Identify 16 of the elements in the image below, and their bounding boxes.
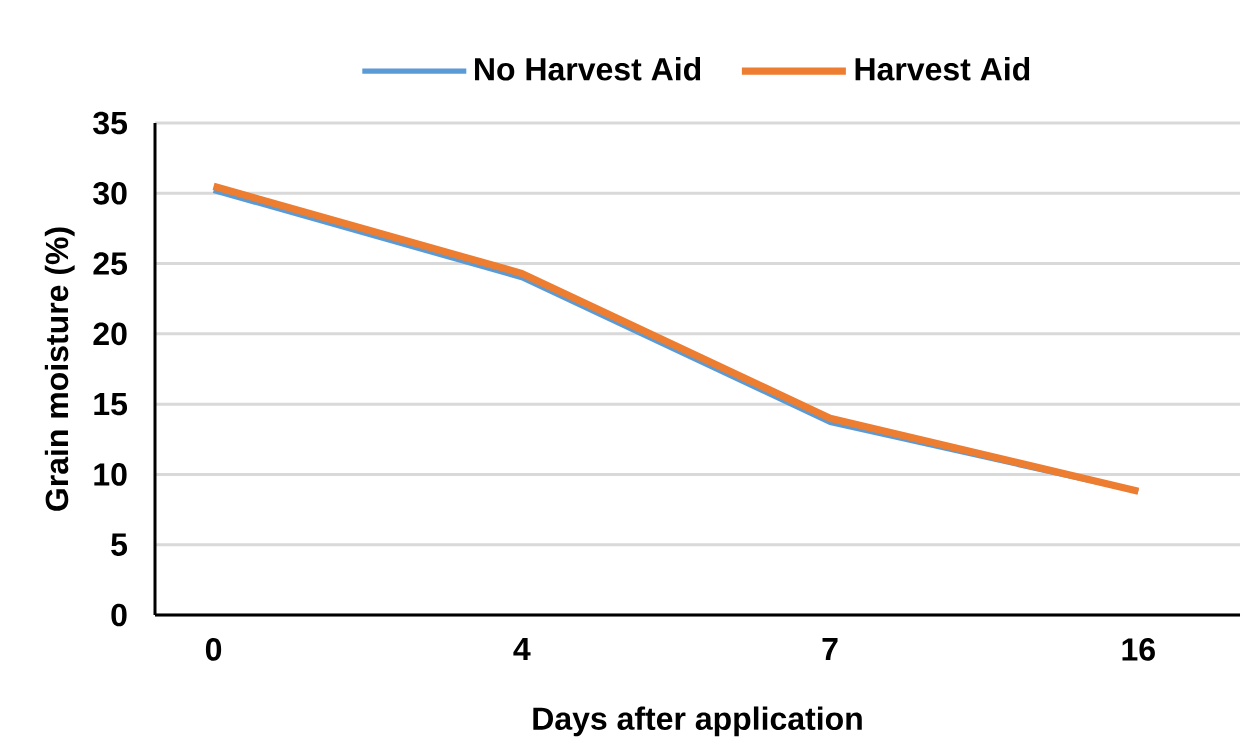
y-tick-label: 10 <box>94 463 127 486</box>
x-tick-label: 0 <box>205 638 222 661</box>
y-tick-label: 25 <box>93 252 128 275</box>
y-tick-label: 0 <box>111 603 127 627</box>
y-tick-label: 30 <box>93 181 127 205</box>
x-tick-label: 4 <box>513 638 531 661</box>
y-tick-label: 20 <box>93 322 127 346</box>
x-tick-label: 7 <box>822 638 838 661</box>
legend-label: No Harvest Aid <box>475 57 701 81</box>
y-axis-title: Grain moisture (%) <box>44 227 75 511</box>
y-tick-label: 15 <box>94 392 128 416</box>
x-tick-label: 16 <box>1122 638 1155 661</box>
y-tick-label: 35 <box>93 111 128 135</box>
legend-label: Harvest Aid <box>855 57 1030 81</box>
x-axis-title: Days after application <box>533 706 862 737</box>
y-tick-label: 5 <box>111 533 128 556</box>
